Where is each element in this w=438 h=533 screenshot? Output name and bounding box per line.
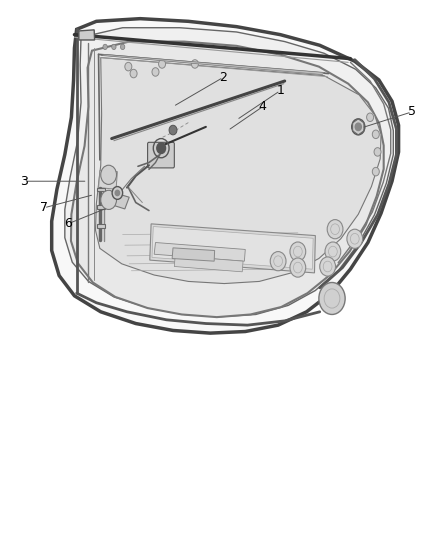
Circle shape	[130, 69, 137, 78]
Polygon shape	[71, 42, 384, 317]
Circle shape	[120, 44, 125, 50]
Text: 4: 4	[259, 100, 267, 113]
Circle shape	[290, 242, 306, 261]
Text: 3: 3	[20, 175, 28, 188]
Polygon shape	[150, 224, 315, 273]
Text: 7: 7	[40, 201, 48, 214]
Circle shape	[169, 125, 177, 135]
Circle shape	[101, 190, 117, 209]
Polygon shape	[152, 227, 313, 269]
Polygon shape	[113, 193, 129, 209]
Circle shape	[355, 123, 361, 131]
Polygon shape	[172, 248, 215, 261]
Text: 2: 2	[219, 71, 227, 84]
Circle shape	[372, 130, 379, 139]
Circle shape	[325, 242, 341, 261]
Circle shape	[270, 252, 286, 271]
Circle shape	[103, 44, 107, 50]
Circle shape	[152, 68, 159, 76]
Polygon shape	[79, 30, 95, 40]
Polygon shape	[97, 188, 105, 191]
Circle shape	[112, 187, 123, 199]
Circle shape	[112, 44, 116, 50]
Circle shape	[319, 282, 345, 314]
Circle shape	[320, 257, 336, 276]
FancyBboxPatch shape	[148, 142, 174, 168]
Polygon shape	[97, 224, 105, 228]
Polygon shape	[99, 171, 117, 189]
Circle shape	[352, 119, 365, 135]
Circle shape	[290, 258, 306, 277]
Polygon shape	[101, 54, 325, 75]
Polygon shape	[154, 243, 245, 261]
Circle shape	[327, 220, 343, 239]
Circle shape	[374, 148, 381, 156]
Polygon shape	[174, 256, 243, 272]
Text: 5: 5	[408, 106, 416, 118]
Circle shape	[125, 62, 132, 71]
Text: 6: 6	[64, 217, 72, 230]
Circle shape	[115, 190, 120, 196]
Polygon shape	[97, 205, 105, 209]
Circle shape	[157, 143, 166, 154]
Polygon shape	[95, 58, 381, 284]
Polygon shape	[52, 19, 399, 333]
Circle shape	[347, 229, 363, 248]
Circle shape	[191, 60, 198, 68]
Polygon shape	[65, 28, 393, 317]
Circle shape	[101, 165, 117, 184]
Circle shape	[159, 60, 166, 68]
Circle shape	[372, 167, 379, 176]
Circle shape	[367, 113, 374, 122]
Text: 1: 1	[276, 84, 284, 97]
